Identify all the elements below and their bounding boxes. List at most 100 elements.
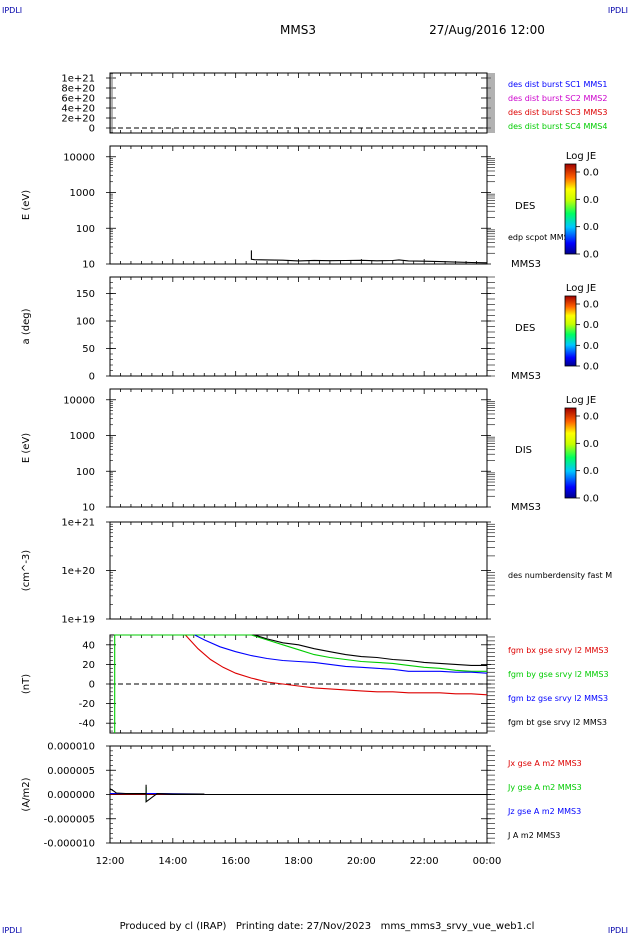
y-tick-label: 50: [82, 344, 95, 355]
colorbar-tick-label: 0.0: [583, 222, 599, 233]
series-line: [254, 634, 487, 666]
plot-frame: [109, 388, 488, 508]
panel-p4: 10 100 1000 10000 E (eV) DIS MMS3 Log JE 0.0 0.0 0…: [21, 388, 599, 514]
x-tick-label: 12:00: [96, 856, 125, 867]
colorbar-tick-label: 0.0: [583, 300, 599, 311]
y-tick-label: 10000: [63, 152, 95, 163]
colorbar-title: Log JE: [566, 395, 596, 406]
legend-entry: fgm bx gse srvy l2 MMS3: [508, 646, 609, 655]
legend-entry: des dist burst SC2 MMS2: [508, 94, 607, 103]
x-tick-label: 16:00: [221, 856, 250, 867]
y-tick-label: 0: [89, 680, 95, 691]
series-label: edp scpot MMS3: [508, 233, 574, 242]
legend-entry: J A m2 MMS3: [507, 831, 560, 840]
footer-text: Produced by cl (IRAP) Printing date: 27/…: [120, 921, 535, 932]
y-tick-label: 1e+21: [61, 518, 95, 529]
y-tick-label: 0: [89, 372, 95, 383]
y-tick-label: 100: [76, 224, 95, 235]
colorbar-tick-label: 0.0: [583, 320, 599, 331]
panel-p3: 0 50 100 150 a (deg) DES MMS3 Log JE 0.0 0.0 0.0 0.…: [21, 276, 599, 383]
y-axis-label: (nT): [21, 674, 32, 694]
colorbar-title: Log JE: [566, 151, 596, 162]
x-tick-label: 14:00: [158, 856, 187, 867]
x-tick-label: 00:00: [473, 856, 502, 867]
series-line: [114, 634, 487, 733]
series-line: [184, 634, 488, 696]
panel-p5: 1e+19 1e+20 1e+21 (cm^-3) des numberdensity …: [21, 518, 612, 626]
legend-entry: des dist burst SC4 MMS4: [508, 122, 607, 131]
legend-entry: Jy gse A m2 MMS3: [507, 783, 582, 792]
x-tick-label: 18:00: [284, 856, 313, 867]
x-tick-label: 20:00: [347, 856, 376, 867]
colorbar: [564, 163, 577, 255]
x-tick-label: 22:00: [410, 856, 439, 867]
colorbar-title: Log JE: [566, 283, 596, 294]
y-tick-label: 1000: [70, 431, 95, 442]
instrument-label: DES: [515, 201, 535, 212]
corner-label-bottom-left: IPDLI: [2, 926, 22, 934]
plot-frame: [109, 145, 488, 265]
y-axis-label: a (deg): [21, 308, 32, 344]
colorbar-tick-label: 0.0: [583, 494, 599, 505]
colorbar-tick-label: 0.0: [583, 168, 599, 179]
y-tick-label: 8e+20: [61, 84, 95, 95]
y-tick-label: 150: [76, 289, 95, 300]
y-tick-label: 1e+19: [61, 615, 95, 626]
y-tick-label: -0.000005: [44, 814, 95, 825]
series-line: [250, 250, 488, 264]
y-tick-label: 10: [82, 260, 95, 271]
colorbar-tick-label: 0.0: [583, 250, 599, 261]
legend-entry: des dist burst SC3 MMS3: [508, 108, 607, 117]
y-tick-label: 2e+20: [61, 114, 95, 125]
spacecraft-label: MMS3: [511, 259, 541, 270]
series-line: [109, 784, 205, 803]
colorbar-tick-label: 0.0: [583, 341, 599, 352]
y-tick-label: 100: [76, 317, 95, 328]
legend-entry: fgm bz gse srvy l2 MMS3: [508, 694, 608, 703]
y-tick-label: 10: [82, 503, 95, 514]
y-tick-label: 4e+20: [61, 104, 95, 115]
panel-p6: -40 -20 0 20 40 (nT) fgm bx gse srvy l2 MMS3 fg…: [21, 634, 609, 734]
y-axis-label: E (eV): [21, 433, 32, 463]
instrument-label: DES: [515, 323, 535, 334]
y-tick-label: 100: [76, 467, 95, 478]
colorbar-tick-label: 0.0: [583, 439, 599, 450]
legend-entry: des dist burst SC1 MMS1: [508, 80, 607, 89]
colorbar-tick-label: 0.0: [583, 412, 599, 423]
y-tick-label: -20: [79, 699, 95, 710]
y-tick-label: 1000: [70, 188, 95, 199]
series-line: [194, 634, 488, 674]
y-tick-label: 1e+20: [61, 566, 95, 577]
corner-label-top-right: IPDLI: [608, 6, 628, 15]
plot-frame: [109, 72, 488, 134]
panel-p7: -0.000010 -0.000005 0.000000 0.000005 0.0000…: [21, 742, 582, 850]
y-tick-label: 10000: [63, 395, 95, 406]
y-tick-label: -40: [79, 719, 95, 730]
y-tick-label: -0.000010: [44, 839, 95, 850]
corner-label-top-left: IPDLI: [2, 6, 22, 15]
y-tick-label: 40: [82, 640, 95, 651]
spacecraft-label: MMS3: [511, 502, 541, 513]
spacecraft-label: MMS3: [511, 371, 541, 382]
corner-label-bottom-right: IPDLI: [608, 926, 628, 934]
y-axis-label: (A/m2): [21, 777, 32, 811]
y-tick-label: 0.000005: [47, 766, 95, 777]
series-label: des numberdensity fast M: [508, 571, 612, 580]
colorbar-tick-label: 0.0: [583, 466, 599, 477]
colorbar: [564, 407, 577, 499]
y-axis-label: E (eV): [21, 190, 32, 220]
legend-entry: Jz gse A m2 MMS3: [507, 807, 581, 816]
plot-datetime: 27/Aug/2016 12:00: [429, 23, 545, 37]
panel-p2: 10 100 1000 10000 E (eV) DES edp scpot MMS3 MMS…: [21, 145, 599, 271]
legend-entry: fgm by gse srvy l2 MMS3: [508, 670, 609, 679]
spacecraft-title: MMS3: [280, 23, 316, 37]
y-tick-label: 20: [82, 660, 95, 671]
y-tick-label: 0: [89, 124, 95, 135]
legend-entry: fgm bt gse srvy l2 MMS3: [508, 718, 607, 727]
y-tick-label: 6e+20: [61, 94, 95, 105]
colorbar-tick-label: 0.0: [583, 362, 599, 373]
legend-entry: Jx gse A m2 MMS3: [507, 759, 582, 768]
